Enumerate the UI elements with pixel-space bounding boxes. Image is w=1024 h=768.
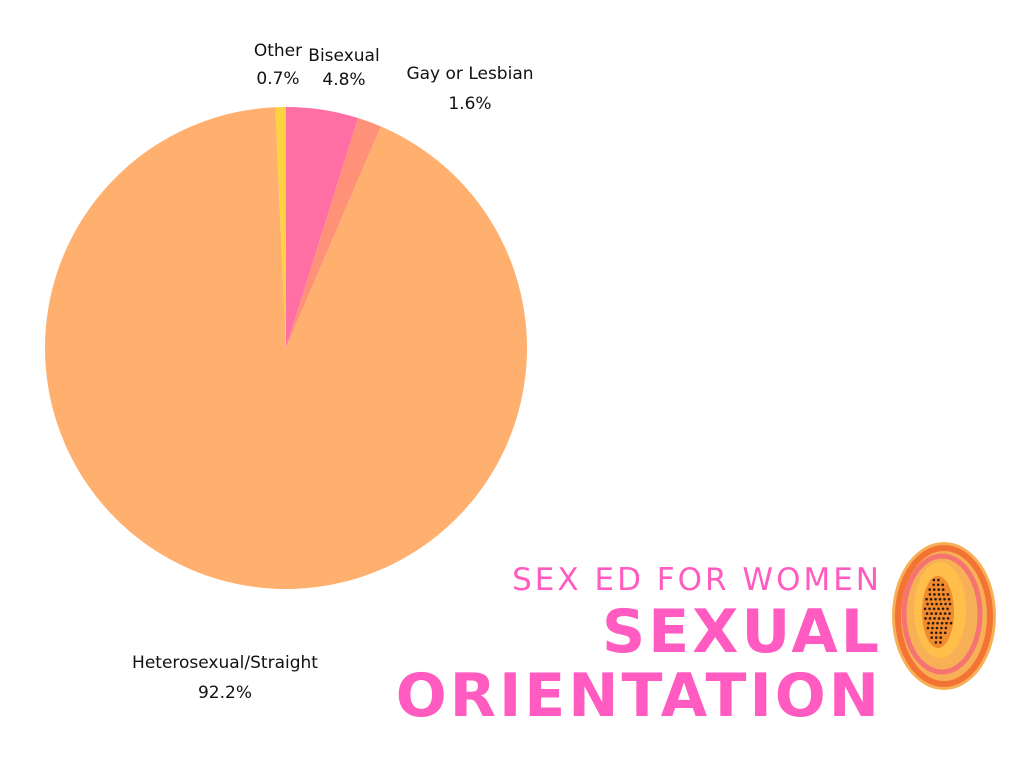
- slice-label-value: 0.7%: [256, 69, 299, 89]
- brand-title-line1: SEXUAL: [601, 597, 882, 667]
- pie-slice-heterosexual-straight: [45, 107, 528, 589]
- pie-slice-bisexual: [286, 107, 359, 348]
- brand-block: SEX ED FOR WOMEN SEXUAL ORIENTATION: [396, 560, 882, 728]
- slice-label-name: Other: [254, 41, 302, 61]
- papaya-icon: [892, 542, 996, 690]
- papaya-seeds: [923, 578, 953, 644]
- brand-subtitle: SEX ED FOR WOMEN: [512, 562, 882, 598]
- pie-labels: Bisexual 4.8% Gay or Lesbian 1.6% Heterosexu…: [132, 41, 533, 703]
- pie-slice-gay-or-lesbian: [286, 118, 381, 348]
- slice-label-name: Bisexual: [308, 46, 379, 66]
- slice-label-name: Heterosexual/Straight: [132, 653, 318, 673]
- slice-label-value: 92.2%: [198, 683, 252, 703]
- slice-label-value: 1.6%: [448, 94, 491, 114]
- brand-title-line2: ORIENTATION: [395, 661, 882, 731]
- pie-slices: [45, 107, 528, 589]
- slice-label-name: Gay or Lesbian: [406, 64, 533, 84]
- pie-chart: Bisexual 4.8% Gay or Lesbian 1.6% Heterosexu…: [45, 41, 534, 703]
- slice-label-value: 4.8%: [322, 70, 365, 90]
- pie-slice-other: [275, 107, 286, 348]
